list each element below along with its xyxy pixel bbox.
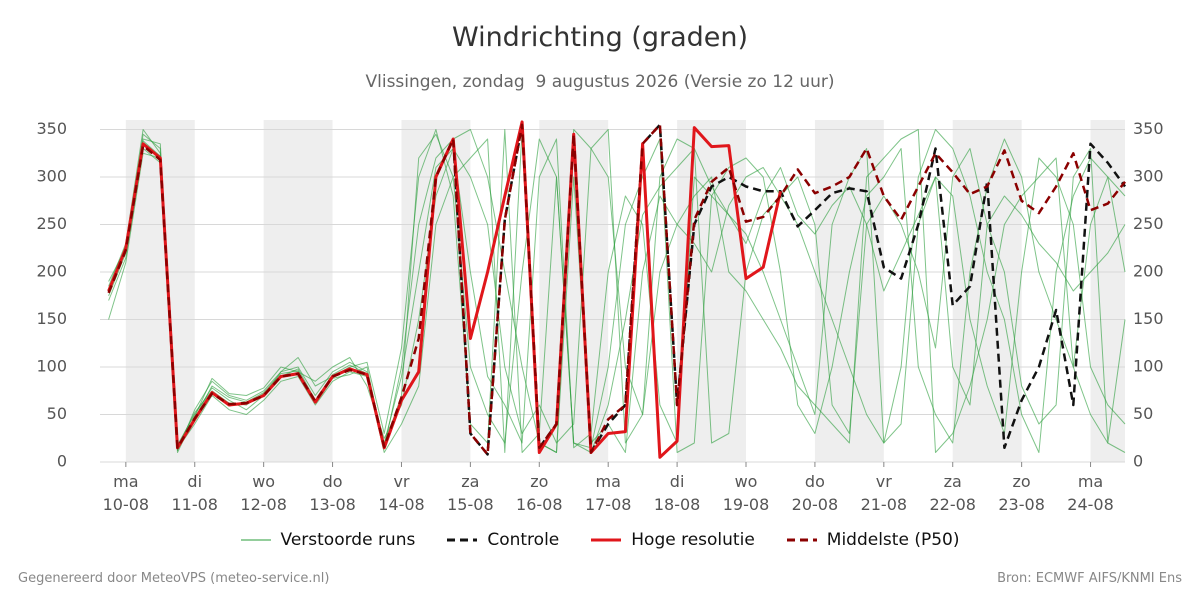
chart-title: Windrichting (graden) bbox=[451, 22, 749, 53]
legend-label: Controle bbox=[487, 530, 560, 550]
day-shade bbox=[263, 120, 333, 462]
y2-tick-label: 150 bbox=[1133, 309, 1164, 328]
ensemble-line bbox=[108, 129, 1126, 453]
x-tick-label: do 13-08 bbox=[309, 472, 356, 514]
y-tick-label: 250 bbox=[36, 214, 67, 233]
y-tick-label: 0 bbox=[57, 452, 67, 471]
legend-item: Middelste (P50) bbox=[786, 530, 960, 550]
legend-label: Verstoorde runs bbox=[280, 530, 416, 550]
x-tick-label: zo 16-08 bbox=[516, 472, 563, 514]
y2-tick-label: 350 bbox=[1133, 119, 1164, 138]
legend-swatch bbox=[786, 538, 817, 542]
series-line bbox=[107, 123, 1126, 456]
footer-left: Gegenereerd door MeteoVPS (meteo-service… bbox=[18, 571, 330, 586]
legend-label: Hoge resolutie bbox=[631, 530, 755, 550]
x-tick-label: za 22-08 bbox=[929, 472, 976, 514]
legend-item: Verstoorde runs bbox=[240, 530, 416, 550]
x-tick-label: ma 24-08 bbox=[1067, 472, 1114, 514]
x-tick-label: wo 12-08 bbox=[240, 472, 287, 514]
x-tick-label: vr 21-08 bbox=[860, 472, 908, 514]
footer-right: Bron: ECMWF AIFS/KNMI Ens bbox=[997, 571, 1182, 586]
legend-swatch bbox=[591, 538, 622, 542]
y2-tick-label: 200 bbox=[1133, 262, 1164, 281]
y2-tick-label: 250 bbox=[1133, 214, 1164, 233]
chart-subtitle: Vlissingen, zondag 9 augustus 2026 (Vers… bbox=[365, 72, 835, 92]
legend-swatch bbox=[240, 539, 271, 541]
y-tick-label: 100 bbox=[36, 357, 67, 376]
legend-item: Controle bbox=[447, 530, 559, 550]
y2-tick-label: 300 bbox=[1133, 167, 1164, 186]
x-tick-label: di 18-08 bbox=[653, 472, 701, 514]
series-line bbox=[107, 123, 1127, 456]
day-shade bbox=[539, 120, 609, 462]
x-tick-label: vr 14-08 bbox=[378, 472, 425, 514]
y-tick-label: 350 bbox=[36, 119, 67, 138]
x-tick-label: za 15-08 bbox=[447, 472, 494, 514]
x-tick-label: di 11-08 bbox=[171, 472, 218, 514]
y-tick-label: 150 bbox=[36, 309, 67, 328]
y2-tick-label: 50 bbox=[1133, 404, 1153, 423]
legend-item: Hoge resolutie bbox=[591, 530, 755, 550]
y-tick-label: 300 bbox=[36, 167, 67, 186]
day-shade bbox=[814, 120, 884, 462]
y-tick-label: 200 bbox=[36, 262, 67, 281]
x-tick-label: ma 17-08 bbox=[584, 472, 632, 514]
legend-label: Middelste (P50) bbox=[826, 530, 960, 550]
legend: Verstoorde runs Controle Hoge resolutie Mid… bbox=[0, 530, 1200, 550]
ensemble-line bbox=[108, 129, 1126, 453]
x-tick-label: wo 19-08 bbox=[722, 472, 770, 514]
y-tick-label: 50 bbox=[47, 404, 67, 423]
y2-tick-label: 0 bbox=[1133, 452, 1143, 471]
day-shade bbox=[1090, 120, 1125, 462]
x-tick-label: ma 10-08 bbox=[102, 472, 150, 514]
ensemble-line bbox=[108, 129, 1126, 453]
y2-tick-label: 100 bbox=[1133, 357, 1164, 376]
x-tick-label: do 20-08 bbox=[791, 472, 839, 514]
ensemble-line bbox=[108, 133, 1126, 453]
legend-swatch bbox=[447, 538, 478, 542]
x-tick-label: zo 23-08 bbox=[998, 472, 1045, 514]
